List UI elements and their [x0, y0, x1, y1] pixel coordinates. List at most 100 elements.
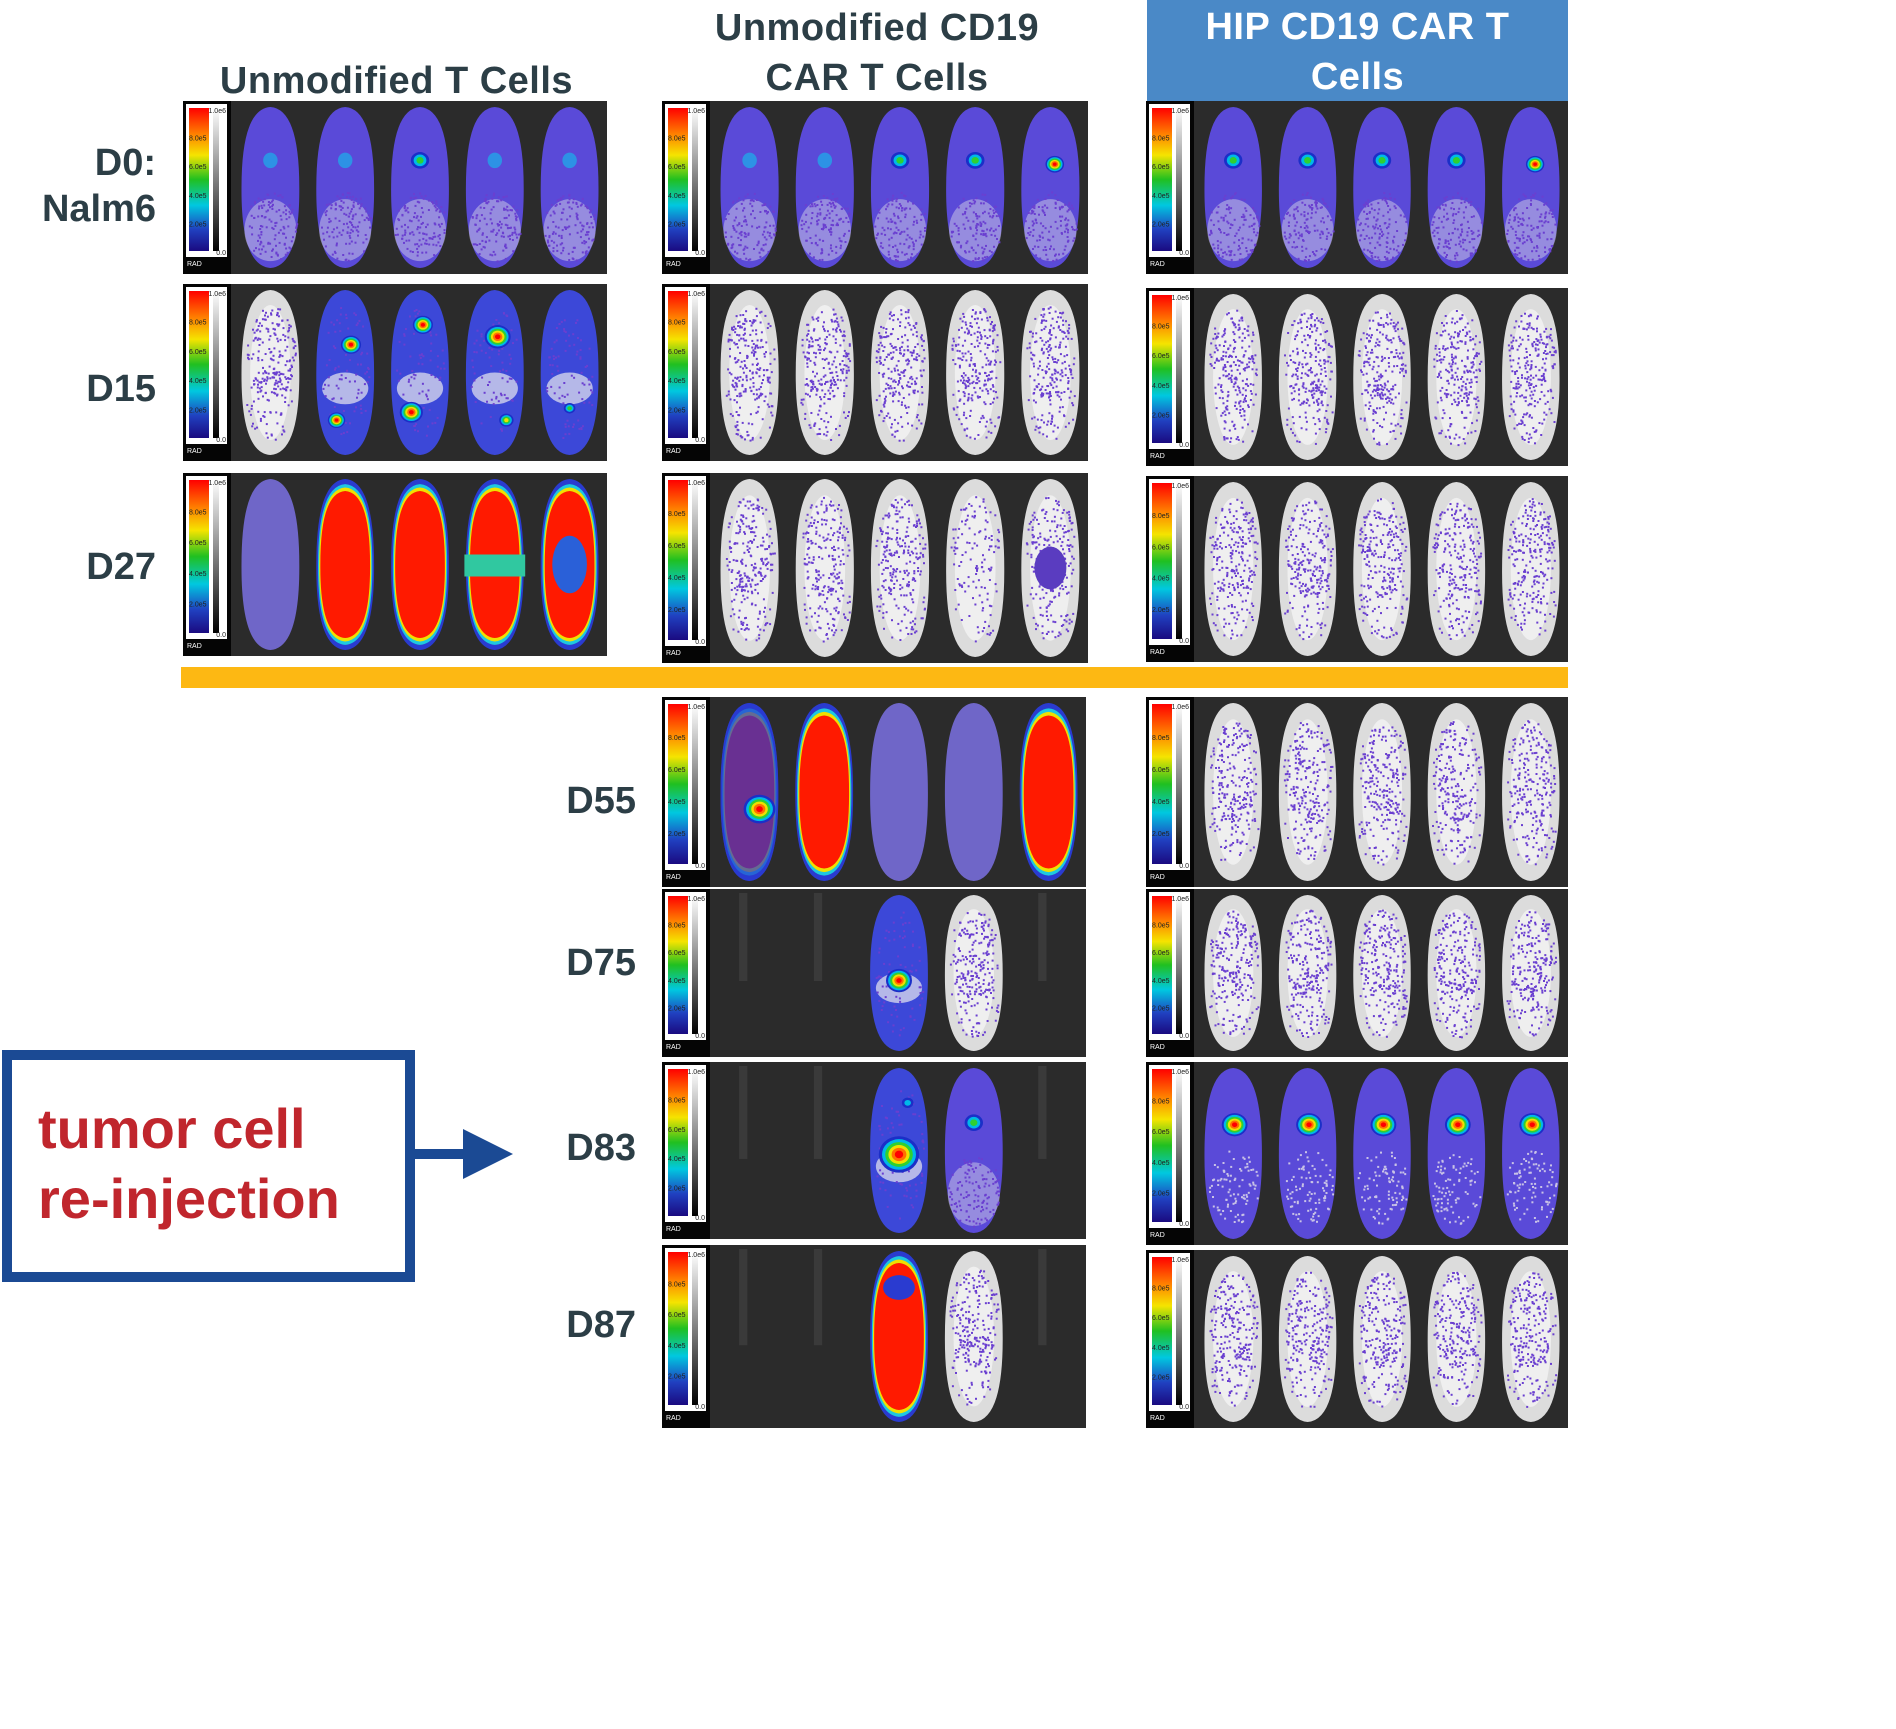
mouse-image [1021, 107, 1080, 268]
colorbar-min-label: 0.0 [695, 1215, 705, 1222]
colorbar-unit-label: RAD [1150, 453, 1165, 460]
colorbar-max-label: 1.0e6 [208, 108, 226, 115]
row-label-line: Nalm6 [41, 188, 156, 230]
mouse-image [813, 1249, 823, 1346]
mouse-image [241, 107, 300, 268]
bioluminescence-panel: 1.0e6 8.0e5 6.0e5 4.0e5 2.0e5 0.0 RAD [183, 101, 607, 274]
colorbar-tick-label: 8.0e5 [1152, 513, 1170, 520]
mouse-image [795, 290, 854, 455]
bioluminescence-panel: 1.0e6 8.0e5 6.0e5 4.0e5 2.0e5 0.0 RAD [1146, 1250, 1568, 1428]
mouse-image [1021, 479, 1080, 657]
colorbar-unit-label: RAD [1150, 1415, 1165, 1422]
column-title-line: Cells [1310, 56, 1405, 98]
mouse-image [1427, 703, 1486, 881]
column-title-line: CAR T Cells [765, 57, 989, 99]
colorbar-max-label: 1.0e6 [1171, 704, 1189, 711]
colorbar-tick-label: 4.0e5 [1152, 1345, 1170, 1352]
mouse-image [813, 1066, 823, 1159]
mouse-image [1038, 1249, 1047, 1346]
mouse-image [1502, 294, 1560, 460]
colorbar-tick-label: 4.0e5 [189, 378, 207, 385]
bioluminescence-panel: 1.0e6 8.0e5 6.0e5 4.0e5 2.0e5 0.0 RAD [662, 1245, 1086, 1428]
colorbar-min-label: 0.0 [1179, 1404, 1189, 1411]
mouse-image [1427, 895, 1486, 1051]
colorbar-max-label: 1.0e6 [687, 896, 705, 903]
colorbar-legend: 1.0e6 8.0e5 6.0e5 4.0e5 2.0e5 0.0 RAD [186, 287, 227, 455]
colorbar-max-label: 1.0e6 [208, 480, 226, 487]
mouse-image [1278, 294, 1337, 460]
bioluminescence-panel: 1.0e6 8.0e5 6.0e5 4.0e5 2.0e5 0.0 RAD [662, 1062, 1086, 1239]
mouse-image [946, 290, 1005, 455]
colorbar-tick-label: 4.0e5 [1152, 1160, 1170, 1167]
bioluminescence-panel: 1.0e6 8.0e5 6.0e5 4.0e5 2.0e5 0.0 RAD [662, 889, 1086, 1057]
mouse-image [1502, 895, 1560, 1051]
colorbar-max-label: 1.0e6 [687, 1252, 705, 1259]
bioluminescence-panel: 1.0e6 8.0e5 6.0e5 4.0e5 2.0e5 0.0 RAD [662, 101, 1088, 274]
mouse-image [795, 479, 854, 657]
mouse-image [739, 893, 748, 981]
colorbar-tick-label: 6.0e5 [668, 1127, 686, 1134]
colorbar-min-label: 0.0 [695, 639, 705, 646]
mouse-image [795, 703, 854, 881]
mouse-image [870, 107, 930, 268]
mouse-image [870, 479, 930, 657]
bioluminescence-panel: 1.0e6 8.0e5 6.0e5 4.0e5 2.0e5 0.0 RAD [1146, 697, 1568, 887]
colorbar-tick-label: 8.0e5 [1152, 1286, 1170, 1293]
colorbar-unit-label: RAD [187, 261, 202, 268]
colorbar-max-label: 1.0e6 [687, 704, 705, 711]
colorbar-tick-label: 2.0e5 [668, 1186, 686, 1193]
colorbar-tick-label: 2.0e5 [189, 601, 207, 608]
mouse-image [1353, 294, 1411, 460]
colorbar-tick-label: 4.0e5 [668, 978, 686, 985]
colorbar-legend: 1.0e6 8.0e5 6.0e5 4.0e5 2.0e5 0.0 RAD [186, 104, 227, 268]
mouse-image [316, 107, 375, 268]
colorbar-tick-label: 6.0e5 [1152, 950, 1170, 957]
colorbar-tick-label: 8.0e5 [668, 1097, 686, 1104]
colorbar-max-label: 1.0e6 [1171, 1257, 1189, 1264]
bioluminescence-panel: 1.0e6 8.0e5 6.0e5 4.0e5 2.0e5 0.0 RAD [662, 284, 1088, 461]
mouse-image [870, 1068, 928, 1233]
colorbar-min-label: 0.0 [1179, 250, 1189, 257]
colorbar-unit-label: RAD [666, 1044, 681, 1051]
colorbar-tick-label: 8.0e5 [1152, 735, 1170, 742]
row-label-d0: D0: Nalm6 [20, 140, 156, 232]
colorbar-tick-label: 6.0e5 [1152, 353, 1170, 360]
mouse-image [1427, 482, 1486, 656]
mouse-image [944, 1068, 1003, 1233]
mouse-image [1427, 1068, 1486, 1239]
column-title-line: HIP CD19 CAR T [1205, 6, 1510, 48]
mouse-image [1427, 294, 1486, 460]
colorbar-tick-label: 6.0e5 [1152, 1129, 1170, 1136]
mouse-image [241, 290, 300, 455]
colorbar-legend: 1.0e6 8.0e5 6.0e5 4.0e5 2.0e5 0.0 RAD [665, 476, 706, 657]
mouse-image [241, 479, 300, 650]
colorbar-tick-label: 6.0e5 [668, 164, 686, 171]
bioluminescence-panel: 1.0e6 8.0e5 6.0e5 4.0e5 2.0e5 0.0 RAD [662, 697, 1086, 887]
colorbar-min-label: 0.0 [216, 250, 226, 257]
mouse-image [540, 290, 599, 455]
colorbar-min-label: 0.0 [216, 632, 226, 639]
row-label-d55: D55 [566, 780, 636, 822]
colorbar-tick-label: 8.0e5 [668, 511, 686, 518]
mouse-image [1353, 895, 1411, 1051]
colorbar-tick-label: 6.0e5 [1152, 544, 1170, 551]
colorbar-tick-label: 8.0e5 [189, 510, 207, 517]
colorbar-tick-label: 8.0e5 [668, 923, 686, 930]
colorbar-tick-label: 2.0e5 [668, 408, 686, 415]
callout-text: tumor cell re-injection [38, 1097, 340, 1230]
colorbar-max-label: 1.0e6 [687, 108, 705, 115]
row-label-d15: D15 [86, 368, 156, 410]
colorbar-unit-label: RAD [1150, 1044, 1165, 1051]
mouse-image [316, 479, 375, 650]
mouse-image [1502, 703, 1560, 881]
colorbar-min-label: 0.0 [1179, 638, 1189, 645]
mouse-image [1278, 1068, 1337, 1239]
colorbar-min-label: 0.0 [1179, 1033, 1189, 1040]
colorbar-tick-label: 2.0e5 [668, 831, 686, 838]
colorbar-tick-label: 4.0e5 [189, 571, 207, 578]
mouse-image [1278, 895, 1337, 1051]
mouse-image [1278, 107, 1337, 268]
row-label-d83: D83 [566, 1127, 636, 1169]
reinjection-callout: tumor cell re-injection [2, 1050, 415, 1282]
colorbar-max-label: 1.0e6 [687, 291, 705, 298]
